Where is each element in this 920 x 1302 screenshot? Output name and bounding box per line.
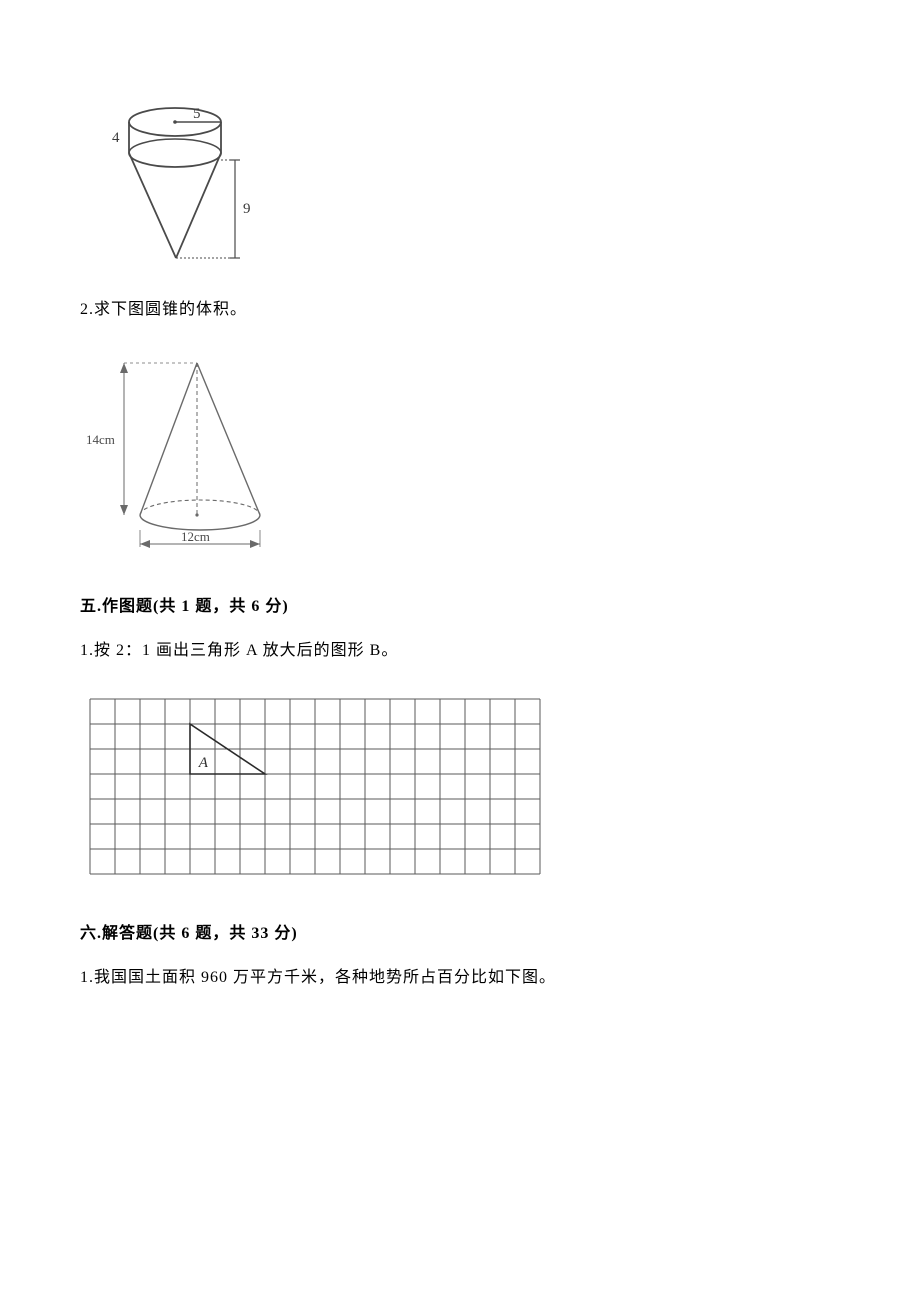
cylinder-cone-svg: 5 4 9 xyxy=(80,100,270,275)
section-5-q1: 1.按 2：1 画出三角形 A 放大后的图形 B。 xyxy=(80,636,840,666)
section-6-heading: 六.解答题(共 6 题，共 33 分) xyxy=(80,919,840,943)
svg-text:A: A xyxy=(198,755,209,771)
cone-height-label: 9 xyxy=(243,201,251,217)
cone-svg: 14cm 12cm xyxy=(80,347,300,557)
problem-2-text: 2.求下图圆锥的体积。 xyxy=(80,295,840,325)
radius-label: 5 xyxy=(193,106,201,122)
grid-svg: A xyxy=(80,689,550,884)
cylinder-height-label: 4 xyxy=(112,130,120,146)
section-5-heading: 五.作图题(共 1 题，共 6 分) xyxy=(80,592,840,616)
cone-height-label-2: 14cm xyxy=(86,432,115,447)
section-6-q1: 1.我国国土面积 960 万平方千米，各种地势所占百分比如下图。 xyxy=(80,963,840,993)
figure-grid: A xyxy=(80,689,840,884)
figure-cylinder-cone: 5 4 9 xyxy=(80,100,840,275)
figure-cone: 14cm 12cm xyxy=(80,347,840,557)
cone-diameter-label: 12cm xyxy=(181,529,210,544)
